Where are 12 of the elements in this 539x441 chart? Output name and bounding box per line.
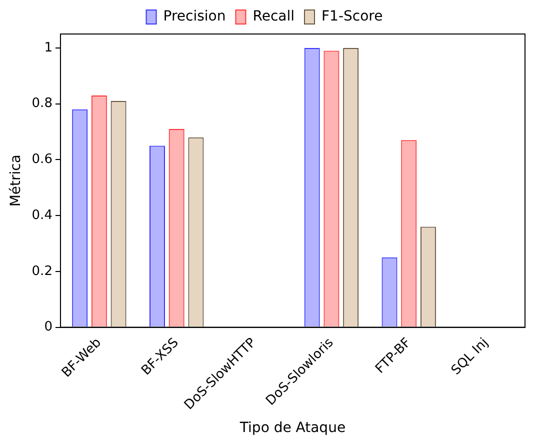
y-tick-label: 0.2 — [32, 264, 52, 279]
y-tick-label: 0.8 — [32, 96, 52, 112]
y-tick-label: 0.6 — [32, 152, 52, 168]
y-axis-title: Métrica — [8, 154, 24, 207]
legend-label: F1-Score — [322, 8, 383, 25]
y-tick-label: 0.4 — [32, 208, 52, 223]
x-axis-title: Tipo de Ataque — [238, 420, 346, 436]
y-tick-label: 0 — [44, 320, 52, 335]
x-tick-label: SQL Inj — [448, 335, 492, 378]
legend-label: Precision — [163, 8, 226, 25]
y-tick-label: 1 — [44, 40, 52, 56]
legend-label: Recall — [252, 8, 295, 25]
